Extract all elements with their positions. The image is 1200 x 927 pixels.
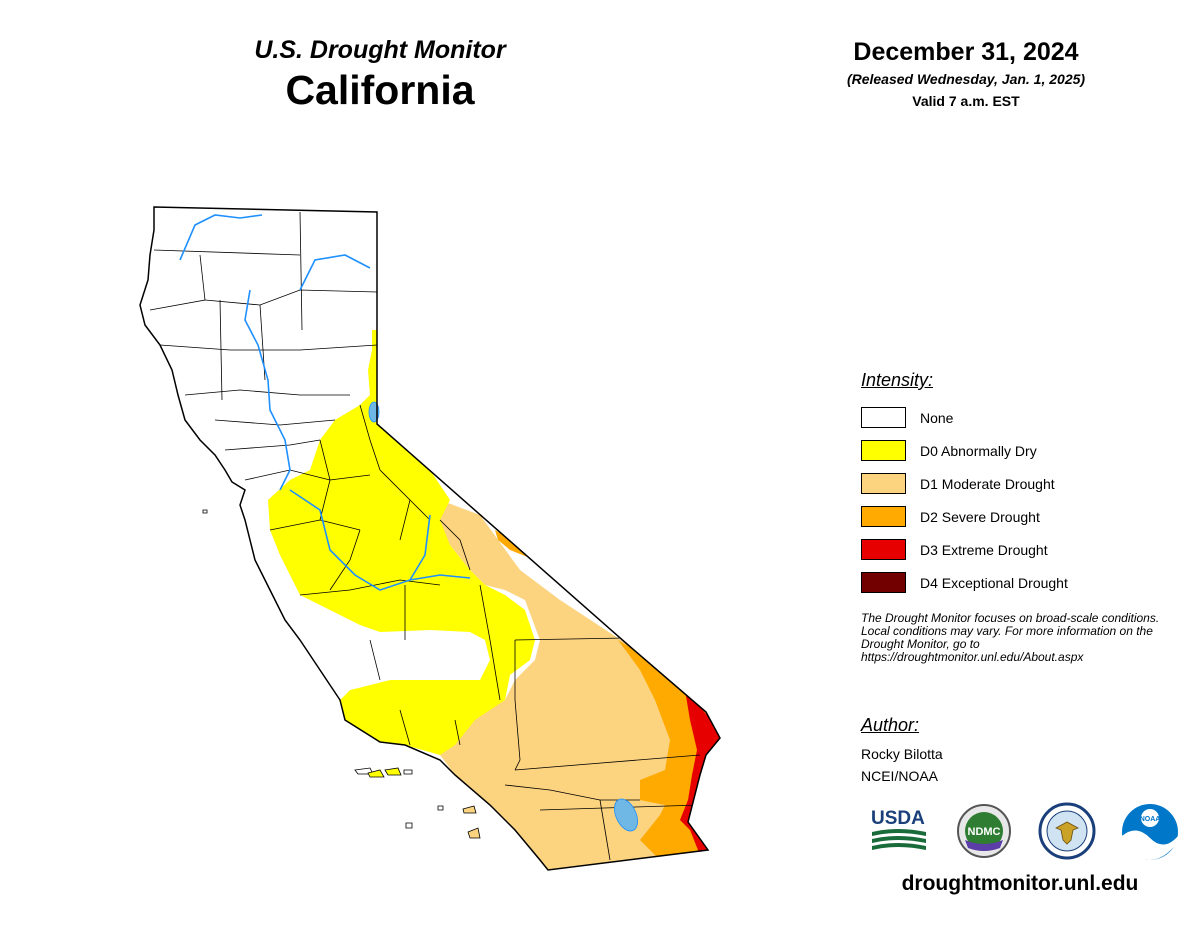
legend-swatch-none (861, 407, 906, 428)
disclaimer-note: The Drought Monitor focuses on broad-sca… (861, 611, 1160, 664)
date-block: December 31, 2024 (Released Wednesday, J… (780, 38, 1152, 109)
legend-swatch-d2 (861, 506, 906, 527)
legend-swatch-d4 (861, 572, 906, 593)
legend-item-d2: D2 Severe Drought (861, 500, 1191, 533)
eagle-seal-icon (1055, 821, 1079, 845)
legend-heading: Intensity: (861, 370, 934, 390)
county-lines (149, 211, 701, 861)
california-drought-map (139, 206, 721, 871)
legend-item-d0: D0 Abnormally Dry (861, 434, 1191, 467)
partner-logos: USDA NDMC NOAA (868, 802, 1186, 864)
legend-label-d2: D2 Severe Drought (920, 508, 1040, 525)
author-name: Rocky Bilotta (861, 746, 943, 762)
map-subtitle: U.S. Drought Monitor (254, 36, 506, 64)
website-url[interactable]: droughtmonitor.unl.edu (901, 872, 1139, 895)
legend-swatch-d3 (861, 539, 906, 560)
legend-label-d4: D4 Exceptional Drought (920, 574, 1068, 591)
usda-logo-text: USDA (871, 808, 925, 829)
ndmc-logo-text: NDMC (968, 826, 1001, 838)
state-title: California (285, 67, 475, 113)
legend-label-d3: D3 Extreme Drought (920, 541, 1048, 558)
commerce-seal-logo (1038, 802, 1096, 860)
rivers (179, 214, 471, 591)
legend: Intensity: None D0 Abnormally Dry D1 Mod… (861, 370, 1191, 599)
author-heading: Author: (861, 715, 920, 735)
release-date: (Released Wednesday, Jan. 1, 2025) (846, 71, 1086, 87)
map-date: December 31, 2024 (853, 38, 1079, 66)
usda-logo: USDA (871, 808, 926, 850)
legend-item-d3: D3 Extreme Drought (861, 533, 1191, 566)
noaa-logo-text: NOAA (1140, 816, 1161, 823)
map-title-block: U.S. Drought Monitor California (180, 36, 580, 114)
ndmc-logo: NDMC (957, 804, 1011, 858)
legend-swatch-d0 (861, 440, 906, 461)
legend-label-d0: D0 Abnormally Dry (920, 442, 1037, 459)
author-org: NCEI/NOAA (861, 768, 939, 784)
noaa-logo: NOAA (1122, 804, 1178, 860)
no-drought-pocket (300, 632, 487, 700)
channel-islands (202, 509, 481, 839)
legend-item-d1: D1 Moderate Drought (861, 467, 1191, 500)
legend-label-none: None (920, 409, 954, 426)
legend-item-none: None (861, 401, 1191, 434)
legend-label-d1: D1 Moderate Drought (920, 475, 1055, 492)
valid-time: Valid 7 a.m. EST (912, 93, 1020, 109)
d0-abnormally-dry-area (268, 330, 535, 755)
legend-swatch-d1 (861, 473, 906, 494)
salton-sea (614, 798, 638, 832)
legend-item-d4: D4 Exceptional Drought (861, 566, 1191, 599)
state-border (139, 206, 721, 871)
